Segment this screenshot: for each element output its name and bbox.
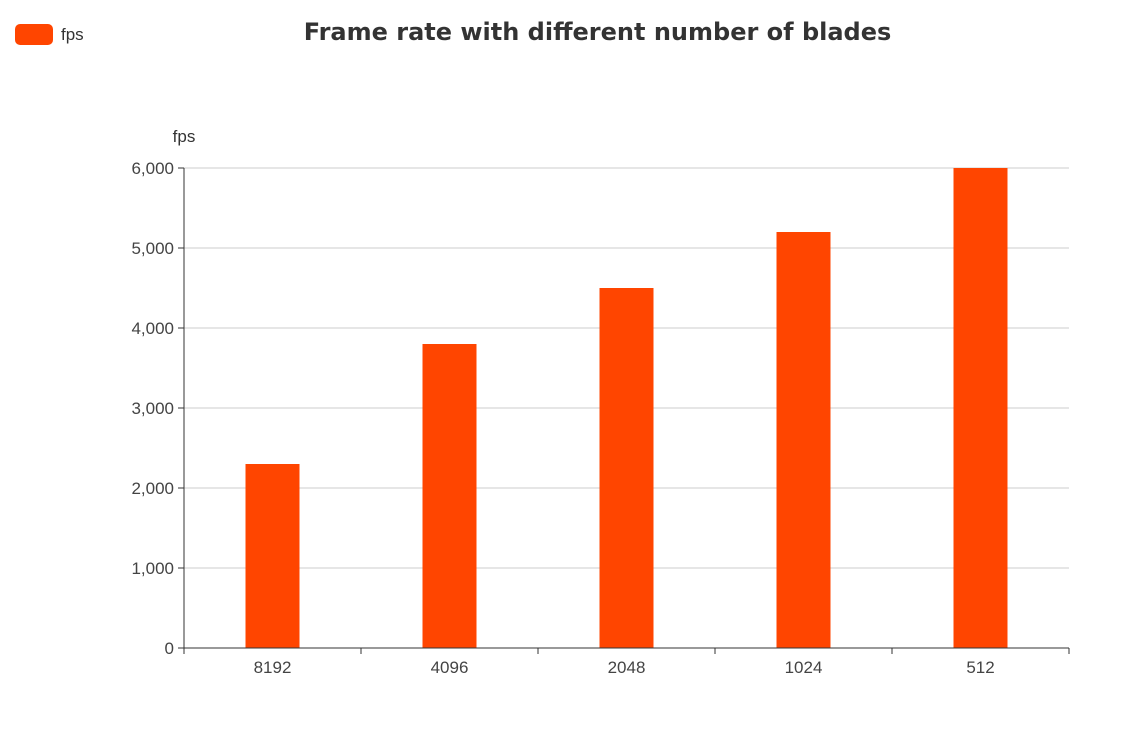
bar [953,168,1008,648]
y-tick-label: 2,000 [131,479,174,498]
x-tick-label: 8192 [254,658,292,677]
y-tick-label: 0 [165,639,174,658]
legend[interactable]: fps [15,24,84,45]
x-tick-label: 2048 [608,658,646,677]
y-tick-label: 5,000 [131,239,174,258]
x-tick-label: 512 [966,658,994,677]
legend-swatch [15,24,53,45]
bar [245,464,300,648]
bar [776,232,831,648]
chart-title: Frame rate with different number of blad… [303,18,892,46]
y-tick-label: 4,000 [131,319,174,338]
bar [422,344,477,648]
y-tick-label: 6,000 [131,159,174,178]
x-tick-label: 1024 [785,658,823,677]
y-tick-label: 3,000 [131,399,174,418]
bar [599,288,654,648]
legend-label: fps [61,24,84,44]
y-tick-label: 1,000 [131,559,174,578]
x-tick-label: 4096 [431,658,469,677]
y-axis-label: fps [173,127,196,146]
